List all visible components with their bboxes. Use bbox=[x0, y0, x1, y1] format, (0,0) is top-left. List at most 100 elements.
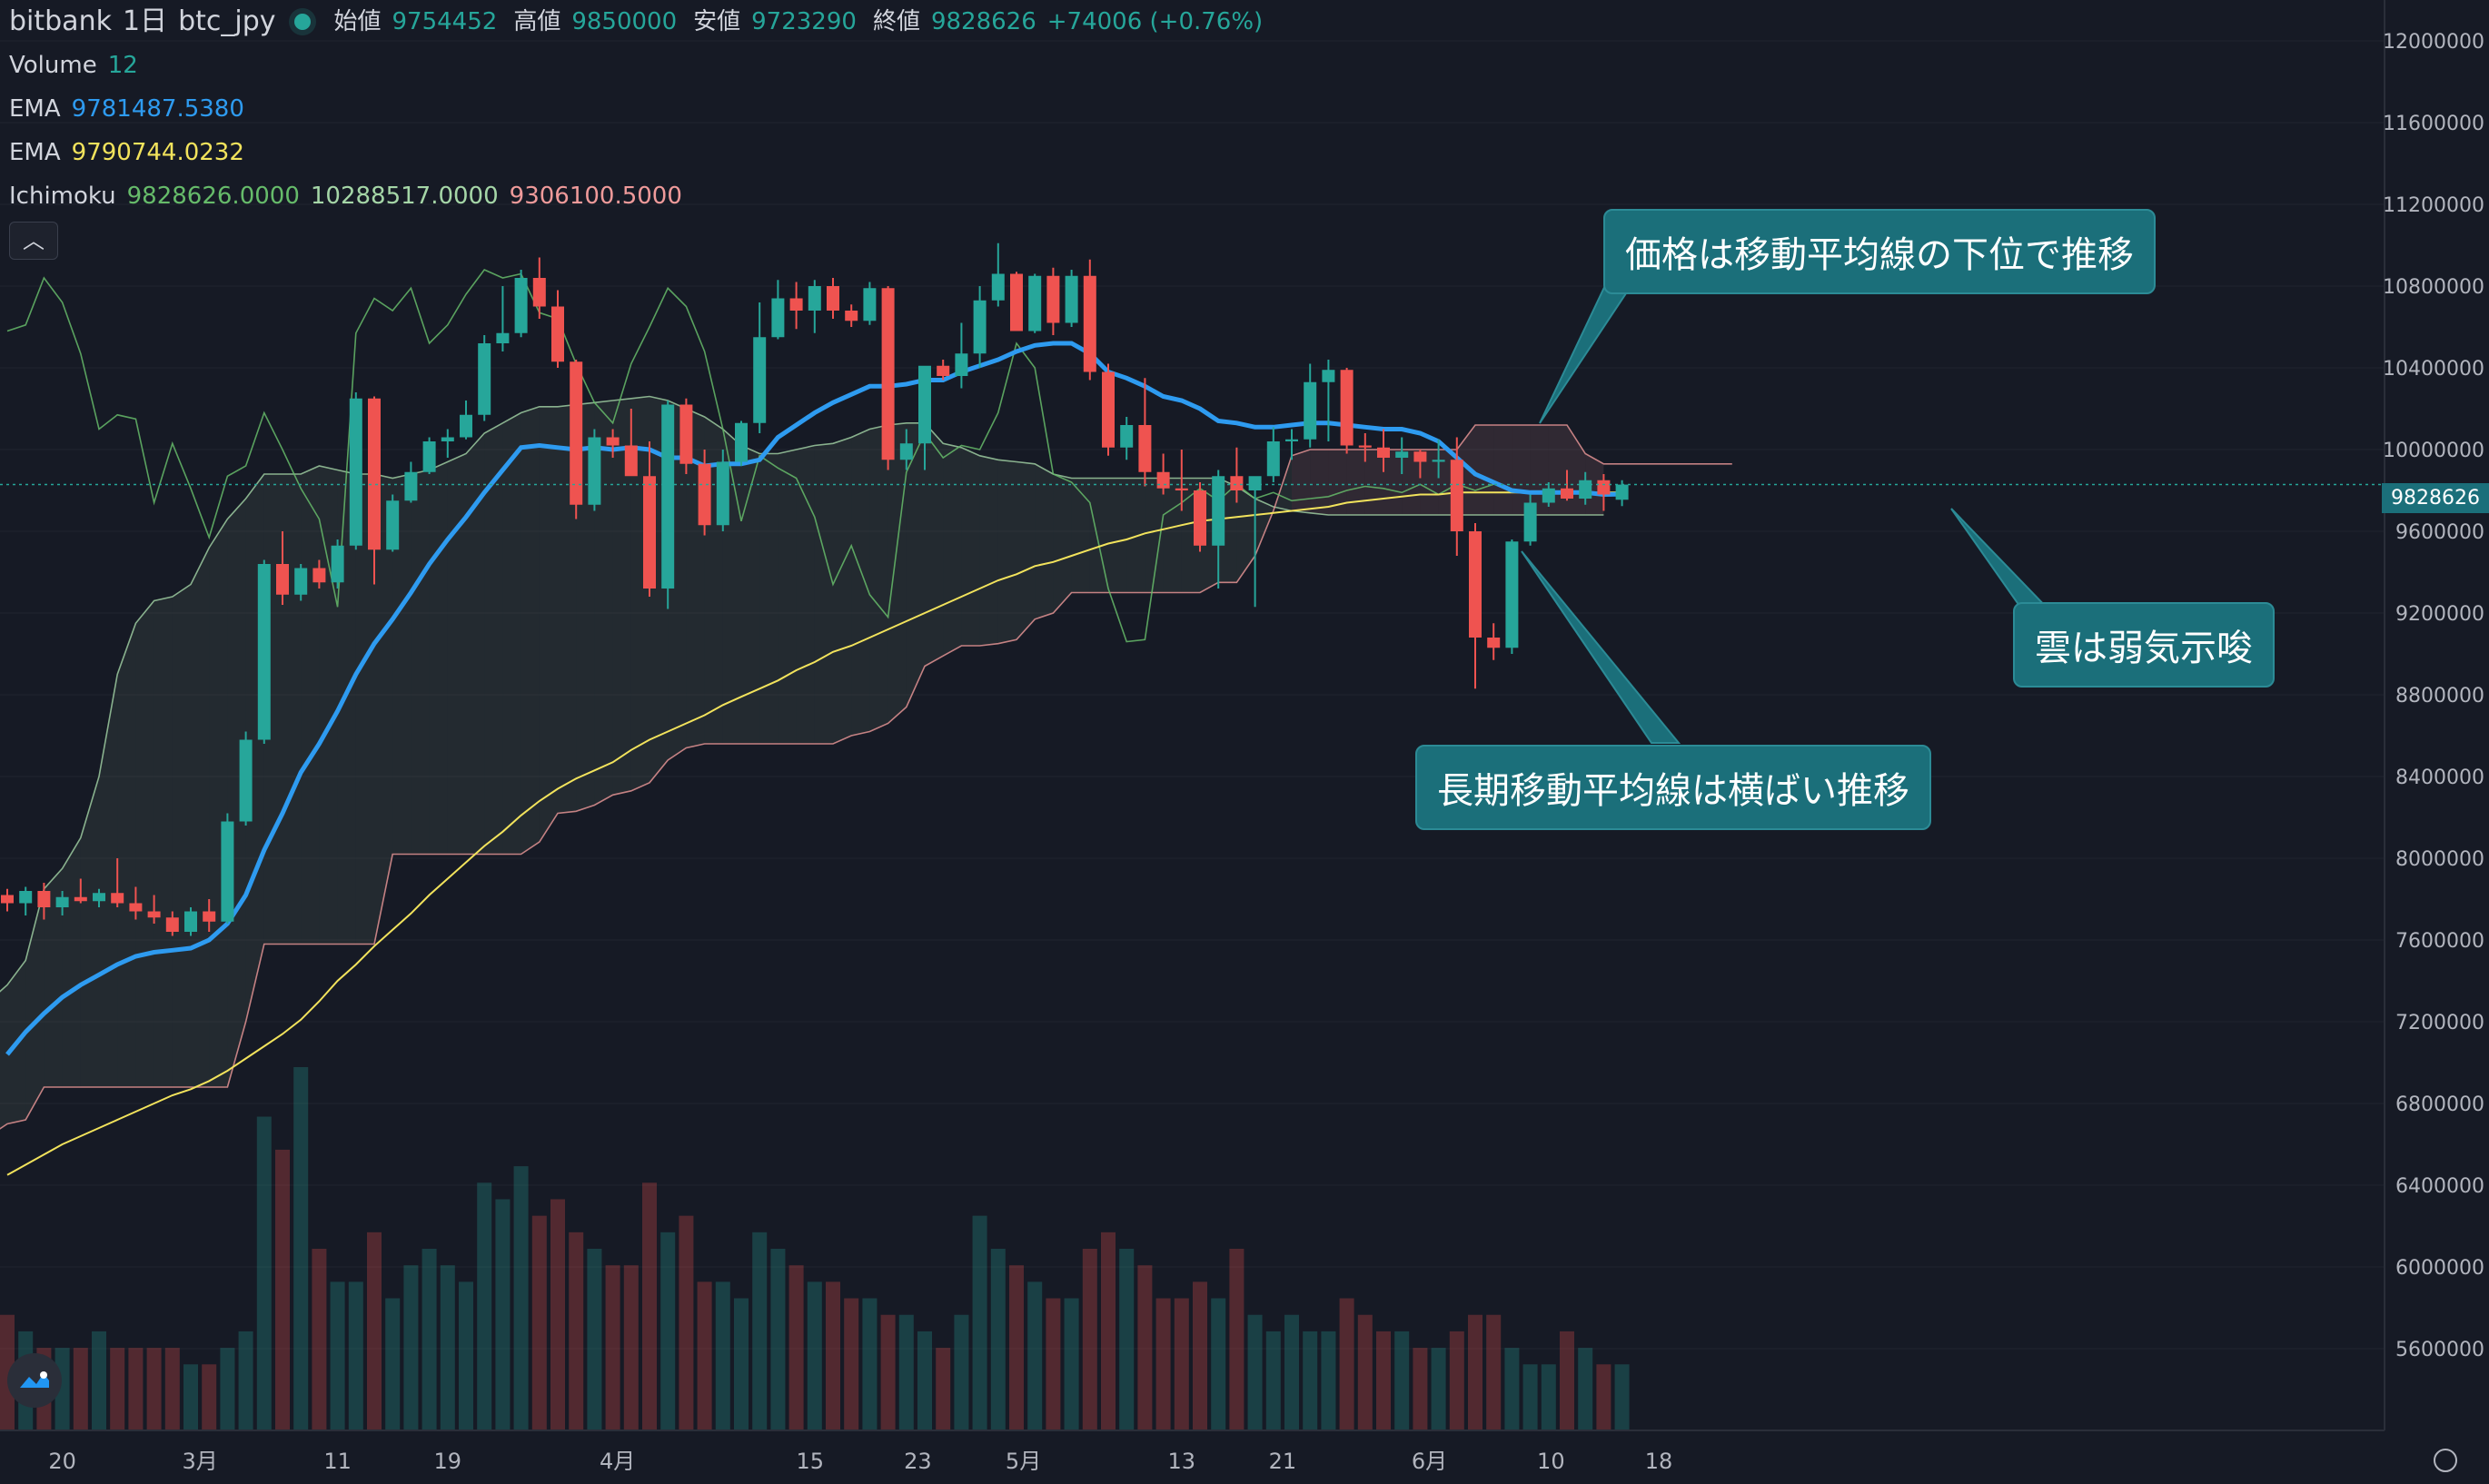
volume-bar bbox=[1064, 1298, 1079, 1430]
close-label: 終値 bbox=[872, 8, 920, 35]
x-tick-label: 10 bbox=[1537, 1449, 1565, 1474]
symbol-interval[interactable]: 1日 bbox=[122, 5, 168, 37]
cloud-segment bbox=[25, 888, 45, 1120]
y-tick-label: 10400000 bbox=[2383, 358, 2484, 381]
volume-bar bbox=[1614, 1364, 1630, 1430]
cloud-segment bbox=[1475, 425, 1494, 515]
volume-bar bbox=[1376, 1331, 1391, 1430]
volume-legend-row[interactable]: Volume 12 bbox=[9, 44, 1263, 87]
cloud-segment bbox=[997, 460, 1016, 644]
volume-bar bbox=[1321, 1331, 1336, 1430]
volume-bar bbox=[513, 1166, 529, 1430]
volume-bar bbox=[1522, 1364, 1538, 1430]
cloud-segment bbox=[374, 474, 393, 945]
y-tick-label: 6400000 bbox=[2395, 1175, 2484, 1198]
ema1-legend-row[interactable]: EMA 9781487.5380 bbox=[9, 87, 1263, 131]
candle-body bbox=[1469, 531, 1482, 638]
annotation-pointer bbox=[1950, 508, 2054, 613]
candle-body bbox=[349, 398, 362, 546]
high-label: 高値 bbox=[513, 8, 561, 35]
cloud-segment bbox=[355, 474, 374, 945]
low-label: 安値 bbox=[693, 8, 741, 35]
volume-label: Volume bbox=[9, 52, 97, 79]
annotation-price-below-ma[interactable]: 価格は移動平均線の下位で推移 bbox=[1603, 209, 2156, 294]
volume-bar bbox=[183, 1364, 198, 1430]
candle-body bbox=[203, 911, 216, 922]
candle-body bbox=[808, 286, 821, 311]
candle-body bbox=[331, 545, 344, 583]
cloud-segment bbox=[191, 548, 210, 1087]
cloud-segment bbox=[851, 429, 870, 736]
cloud-segment bbox=[979, 455, 998, 646]
symbol-row: bitbank 1日 btc_jpy 始値 9754452 高値 9850000 安… bbox=[9, 0, 1263, 44]
tradingview-logo-icon[interactable] bbox=[7, 1353, 62, 1408]
candle-body bbox=[404, 471, 418, 501]
y-tick-label: 7600000 bbox=[2395, 930, 2484, 953]
price-axis-bg bbox=[2385, 0, 2489, 1480]
candle-body bbox=[368, 398, 381, 550]
ichimoku-value-1: 9828626.0000 bbox=[126, 183, 300, 210]
symbol-pair[interactable]: btc_jpy bbox=[178, 5, 276, 37]
volume-bar bbox=[1284, 1314, 1299, 1430]
volume-bar bbox=[459, 1281, 473, 1430]
candle-body bbox=[661, 404, 675, 589]
open-label: 始値 bbox=[333, 8, 382, 35]
cloud-segment bbox=[227, 499, 246, 1087]
volume-bar bbox=[1082, 1249, 1097, 1430]
candle-body bbox=[827, 286, 839, 311]
candle-body bbox=[386, 500, 400, 550]
cloud-segment bbox=[209, 519, 228, 1087]
cloud-segment bbox=[759, 453, 778, 744]
volume-bar bbox=[1229, 1249, 1244, 1430]
candle-body bbox=[1358, 445, 1372, 448]
candle-body bbox=[991, 273, 1005, 301]
change-value: +74006 (+0.76%) bbox=[1046, 8, 1264, 35]
y-tick-label: 8400000 bbox=[2395, 767, 2484, 789]
candle-body bbox=[1, 895, 14, 904]
candle-body bbox=[239, 739, 253, 822]
annotation-cloud-bearish[interactable]: 雲は弱気示唆 bbox=[2013, 602, 2275, 688]
candle-body bbox=[1597, 480, 1611, 495]
candle-body bbox=[1322, 370, 1335, 382]
cloud-segment bbox=[154, 597, 173, 1087]
candle-body bbox=[1450, 460, 1463, 531]
volume-bar bbox=[1193, 1281, 1207, 1430]
volume-bar bbox=[330, 1281, 345, 1430]
legend-collapse-button[interactable]: ︿ bbox=[9, 222, 58, 260]
ema2-legend-row[interactable]: EMA 9790744.0232 bbox=[9, 131, 1263, 174]
candle-body bbox=[1175, 488, 1188, 490]
volume-value: 12 bbox=[107, 52, 138, 79]
candle-body bbox=[753, 337, 767, 423]
candle-body bbox=[1248, 476, 1262, 490]
settings-gear-icon[interactable] bbox=[2434, 1449, 2457, 1472]
volume-bar bbox=[880, 1314, 896, 1430]
annotation-pointer bbox=[1521, 550, 1681, 744]
cloud-segment bbox=[502, 412, 521, 855]
cloud-segment bbox=[1071, 478, 1090, 593]
senkou-span-b-line bbox=[0, 424, 1732, 1130]
candle-body bbox=[624, 445, 638, 477]
annotation-long-ma-flat[interactable]: 長期移動平均線は横ばい推移 bbox=[1415, 745, 1931, 830]
volume-bar bbox=[954, 1314, 969, 1430]
cloud-segment bbox=[1016, 461, 1036, 640]
volume-bar bbox=[220, 1348, 235, 1430]
x-tick-label: 5月 bbox=[1006, 1449, 1041, 1474]
x-tick-label: 15 bbox=[796, 1449, 824, 1474]
candle-body bbox=[19, 891, 33, 904]
ema1-value: 9781487.5380 bbox=[71, 95, 244, 123]
volume-bar bbox=[110, 1348, 125, 1430]
volume-bar bbox=[826, 1281, 840, 1430]
x-tick-label: 13 bbox=[1168, 1449, 1196, 1474]
cloud-segment bbox=[906, 422, 925, 707]
candle-body bbox=[1285, 439, 1298, 441]
candle-body bbox=[294, 568, 308, 595]
ichimoku-legend-row[interactable]: Ichimoku 9828626.0000 10288517.0000 9306… bbox=[9, 174, 1263, 218]
symbol-exchange[interactable]: bitbank bbox=[9, 5, 112, 37]
volume-bar bbox=[679, 1215, 694, 1430]
candle-body bbox=[1266, 441, 1280, 477]
volume-bar bbox=[788, 1265, 804, 1430]
cloud-segment bbox=[833, 437, 852, 744]
candle-body bbox=[698, 463, 711, 526]
